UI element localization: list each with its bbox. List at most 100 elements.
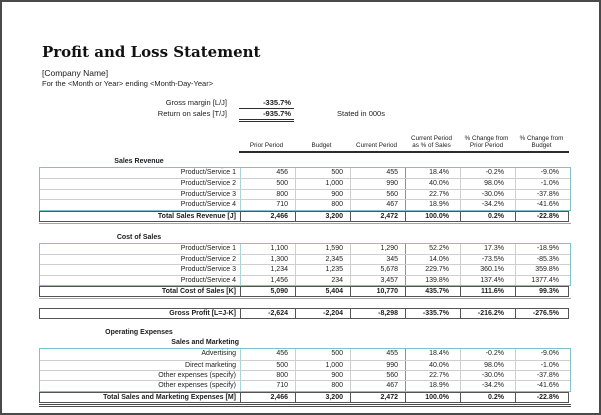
row-label[interactable]: Product/Service 2 — [180, 180, 236, 188]
cell-value[interactable]: -22.8% — [515, 211, 570, 221]
cell-value[interactable]: 435.7% — [405, 287, 460, 297]
cell-value[interactable]: 234 — [295, 275, 350, 286]
cell-value[interactable]: 22.7% — [405, 370, 460, 381]
cell-value[interactable]: -37.8% — [515, 370, 570, 381]
cell-value[interactable]: -8,298 — [350, 309, 405, 319]
cell-value[interactable]: -216.2% — [460, 309, 515, 319]
cell-value[interactable]: 800 — [295, 381, 350, 391]
cell-value[interactable]: 990 — [350, 360, 405, 370]
cell-value[interactable]: -85.3% — [515, 254, 570, 265]
cell-value[interactable]: 98.0% — [460, 179, 515, 189]
cell-value[interactable]: 100.0% — [405, 211, 460, 221]
cell-value[interactable]: -0.2% — [460, 168, 515, 179]
cell-value[interactable]: 500 — [240, 179, 295, 189]
cell-value[interactable]: 40.0% — [405, 360, 460, 370]
cell-value[interactable]: 560 — [350, 370, 405, 381]
cell-value[interactable]: 500 — [240, 360, 295, 370]
cell-value[interactable]: 500 — [295, 168, 350, 179]
cell-value[interactable]: 14.0% — [405, 254, 460, 265]
return-on-sales-value[interactable]: -935.7% — [239, 108, 294, 122]
cell-value[interactable]: 18.4% — [405, 168, 460, 179]
cell-value[interactable]: 1,235 — [295, 265, 350, 275]
cell-value[interactable]: 40.0% — [405, 179, 460, 189]
gross-margin-value[interactable]: -335.7% — [239, 97, 294, 109]
cell-value[interactable]: 3,200 — [295, 392, 350, 402]
cell-value[interactable]: -30.0% — [460, 189, 515, 200]
cell-value[interactable]: -0.2% — [460, 349, 515, 360]
row-label[interactable]: Advertising — [201, 350, 236, 358]
cell-value[interactable]: 139.8% — [405, 275, 460, 286]
cell-value[interactable]: -41.6% — [515, 381, 570, 391]
cell-value[interactable]: 1,290 — [350, 243, 405, 254]
cell-value[interactable]: 18.9% — [405, 381, 460, 391]
cell-value[interactable]: -1.0% — [515, 179, 570, 189]
cell-value[interactable]: 500 — [295, 349, 350, 360]
cell-value[interactable]: 18.4% — [405, 349, 460, 360]
cell-value[interactable]: 1,234 — [240, 265, 295, 275]
cell-value[interactable]: 2,472 — [350, 211, 405, 221]
cell-value[interactable]: 5,090 — [240, 287, 295, 297]
cell-value[interactable]: 800 — [240, 189, 295, 200]
row-label[interactable]: Product/Service 4 — [180, 276, 236, 284]
cell-value[interactable]: 99.3% — [515, 287, 570, 297]
row-label[interactable]: Other expenses (specify) — [158, 371, 236, 379]
cell-value[interactable]: 1,590 — [295, 243, 350, 254]
cell-value[interactable]: 900 — [295, 189, 350, 200]
cell-value[interactable]: -18.9% — [515, 243, 570, 254]
cell-value[interactable]: -34.2% — [460, 381, 515, 391]
cell-value[interactable]: 800 — [295, 200, 350, 210]
row-label[interactable]: Product/Service 1 — [180, 244, 236, 252]
cell-value[interactable]: -9.0% — [515, 168, 570, 179]
row-label[interactable]: Total Sales Revenue [J] — [157, 212, 236, 220]
statement-period-subtitle[interactable]: For the <Month or Year> ending <Month-Da… — [42, 79, 214, 88]
cell-value[interactable]: 456 — [240, 168, 295, 179]
row-label[interactable]: Total Cost of Sales [K] — [161, 288, 236, 296]
row-label[interactable]: Product/Service 4 — [180, 201, 236, 209]
cell-value[interactable]: 5,404 — [295, 287, 350, 297]
cell-value[interactable]: 710 — [240, 381, 295, 391]
cell-value[interactable]: 1,100 — [240, 243, 295, 254]
cell-value[interactable]: 5,678 — [350, 265, 405, 275]
row-label[interactable]: Product/Service 1 — [180, 169, 236, 176]
cell-value[interactable]: 18.9% — [405, 200, 460, 210]
cell-value[interactable]: 52.2% — [405, 243, 460, 254]
cell-value[interactable]: 10,770 — [350, 287, 405, 297]
cell-value[interactable]: 1,000 — [295, 179, 350, 189]
row-label[interactable]: Total Sales and Marketing Expenses [M] — [103, 393, 236, 401]
company-name[interactable]: [Company Name] — [42, 68, 109, 78]
cell-value[interactable]: 3,457 — [350, 275, 405, 286]
cell-value[interactable]: -73.5% — [460, 254, 515, 265]
cell-value[interactable]: 360.1% — [460, 265, 515, 275]
cell-value[interactable]: 1,456 — [240, 275, 295, 286]
cell-value[interactable]: -22.8% — [515, 392, 570, 402]
cell-value[interactable]: 2,472 — [350, 392, 405, 402]
cell-value[interactable]: -9.0% — [515, 349, 570, 360]
cell-value[interactable]: 455 — [350, 349, 405, 360]
cell-value[interactable]: 1,000 — [295, 360, 350, 370]
cell-value[interactable]: 990 — [350, 179, 405, 189]
cell-value[interactable]: 2,466 — [240, 392, 295, 402]
row-label[interactable]: Product/Service 2 — [180, 255, 236, 263]
cell-value[interactable]: 100.0% — [405, 392, 460, 402]
cell-value[interactable]: -335.7% — [405, 309, 460, 319]
cell-value[interactable]: 359.8% — [515, 265, 570, 275]
cell-value[interactable]: -276.5% — [515, 309, 570, 319]
row-label[interactable]: Product/Service 3 — [180, 190, 236, 198]
cell-value[interactable]: 98.0% — [460, 360, 515, 370]
cell-value[interactable]: 560 — [350, 189, 405, 200]
cell-value[interactable]: -34.2% — [460, 200, 515, 210]
cell-value[interactable]: -30.0% — [460, 370, 515, 381]
cell-value[interactable]: 467 — [350, 200, 405, 210]
cell-value[interactable]: -37.8% — [515, 189, 570, 200]
cell-value[interactable]: 229.7% — [405, 265, 460, 275]
cell-value[interactable]: 1377.4% — [515, 275, 570, 286]
cell-value[interactable]: 0.2% — [460, 211, 515, 221]
cell-value[interactable]: 900 — [295, 370, 350, 381]
cell-value[interactable]: 137.4% — [460, 275, 515, 286]
cell-value[interactable]: 1,300 — [240, 254, 295, 265]
row-label[interactable]: Gross Profit [L=J-K] — [169, 310, 236, 318]
row-label[interactable]: Direct marketing — [185, 361, 236, 369]
cell-value[interactable]: 710 — [240, 200, 295, 210]
cell-value[interactable]: -1.0% — [515, 360, 570, 370]
cell-value[interactable]: 800 — [240, 370, 295, 381]
